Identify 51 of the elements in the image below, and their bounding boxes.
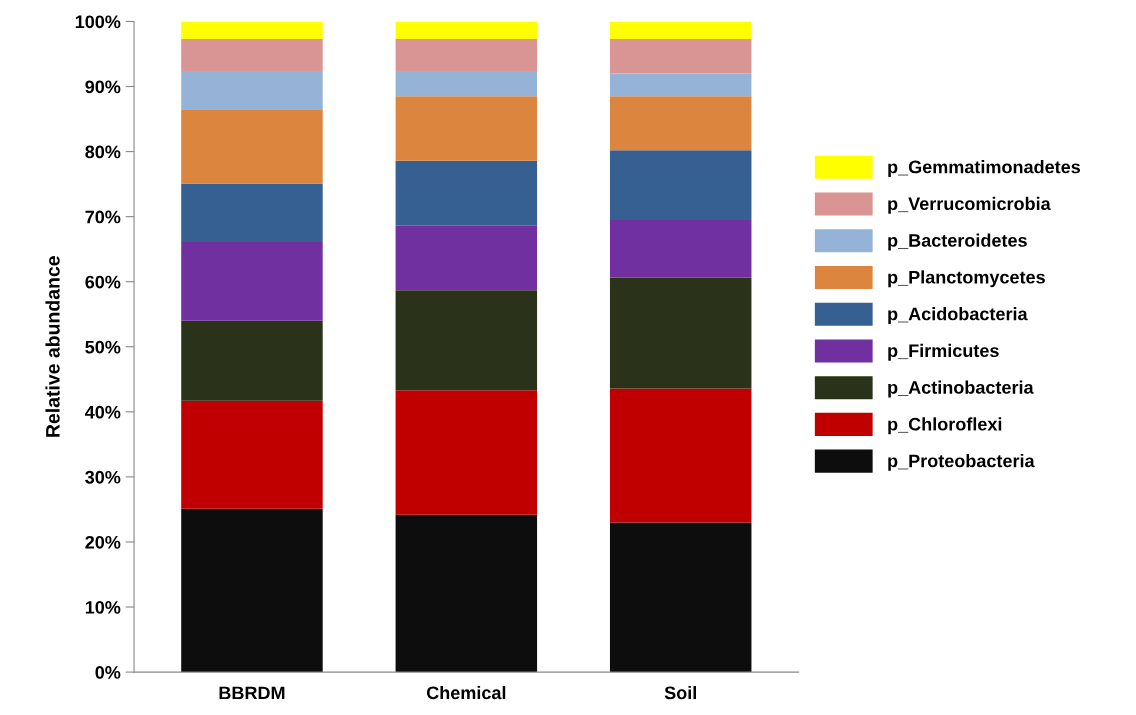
bar bbox=[181, 109, 323, 184]
bar bbox=[609, 277, 752, 389]
bar bbox=[181, 183, 323, 243]
legend-label: p_Acidobacteria bbox=[888, 307, 1028, 324]
y-tick-label: 80% bbox=[85, 145, 121, 159]
x-tick-label: Soil bbox=[664, 685, 696, 700]
legend-label: p_Bacteroidetes bbox=[888, 233, 1027, 251]
y-tick-label: 20% bbox=[85, 535, 121, 549]
bar bbox=[609, 219, 752, 278]
y-tick-label: 30% bbox=[85, 470, 121, 484]
y-axis-title: Relative abundance bbox=[45, 256, 60, 437]
y-tick-label: 60% bbox=[85, 275, 121, 289]
legend-label: p_Gemmatimonadetes bbox=[888, 160, 1080, 177]
bar bbox=[395, 96, 538, 161]
x-tick-label: Chemical bbox=[426, 685, 506, 700]
legend-label: p_Verrucomicrobia bbox=[888, 196, 1051, 214]
y-tick-label: 70% bbox=[85, 210, 121, 224]
bar bbox=[395, 160, 538, 226]
y-tick-label: 90% bbox=[85, 80, 121, 94]
bar bbox=[181, 21, 323, 40]
y-tick-label: 0% bbox=[95, 666, 121, 679]
legend-label: p_Firmicutes bbox=[888, 343, 999, 361]
legend-label: p_Actinobacteria bbox=[888, 380, 1034, 398]
bar bbox=[181, 400, 323, 509]
bar bbox=[181, 508, 323, 673]
bar bbox=[609, 21, 752, 40]
bar bbox=[181, 320, 323, 401]
y-tick-label: 10% bbox=[85, 600, 121, 614]
legend-label: p_Proteobacteria bbox=[888, 454, 1035, 471]
bar bbox=[395, 290, 538, 391]
bar bbox=[395, 21, 538, 40]
bar bbox=[395, 70, 538, 97]
y-tick-label: 50% bbox=[85, 340, 121, 354]
bar bbox=[609, 73, 752, 97]
bar bbox=[395, 39, 538, 71]
legend-label: p_Planctomycetes bbox=[888, 270, 1045, 288]
bar bbox=[609, 388, 752, 523]
bar bbox=[395, 225, 538, 291]
bar bbox=[181, 70, 323, 110]
bar bbox=[395, 514, 538, 673]
bar bbox=[609, 39, 752, 74]
bar bbox=[609, 150, 752, 220]
bar bbox=[609, 522, 752, 673]
x-tick-label: BBRDM bbox=[219, 686, 285, 700]
bar bbox=[181, 242, 323, 321]
y-tick-label: 100% bbox=[75, 15, 121, 29]
bar bbox=[609, 96, 752, 151]
legend-label: p_Chloroflexi bbox=[888, 417, 1002, 435]
bar bbox=[181, 39, 323, 71]
y-tick-label: 40% bbox=[84, 405, 121, 419]
bar bbox=[395, 390, 538, 515]
